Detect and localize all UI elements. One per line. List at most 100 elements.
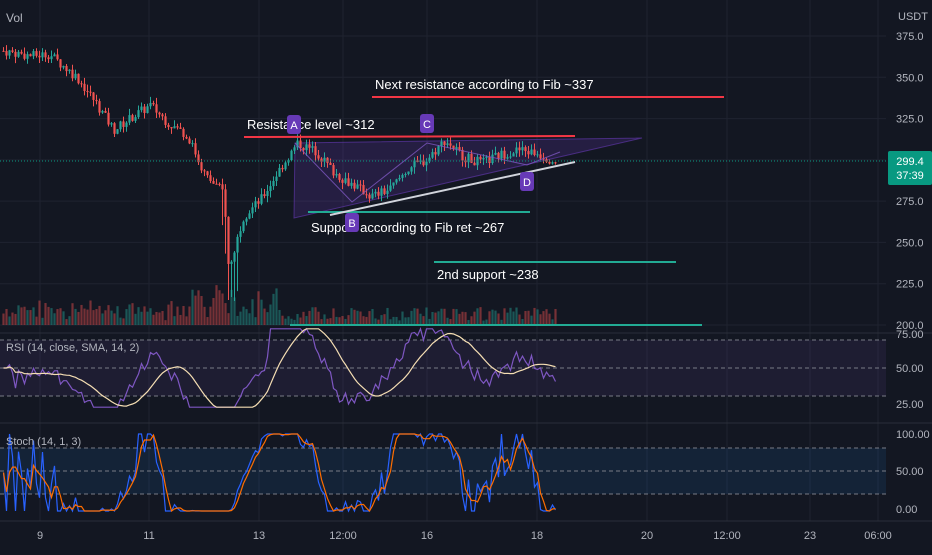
volume-bar — [218, 290, 221, 325]
candle-body — [2, 50, 5, 52]
volume-bar — [92, 310, 95, 325]
candle-body — [473, 162, 476, 166]
volume-bar — [524, 311, 527, 325]
candle-body — [500, 150, 503, 159]
candle-body — [212, 180, 215, 184]
candle-body — [14, 51, 17, 57]
volume-bar — [419, 313, 422, 325]
volume-bar — [155, 311, 158, 325]
candle-body — [254, 201, 257, 208]
candle-body — [314, 146, 317, 156]
second-support-text: 2nd support ~238 — [437, 267, 539, 282]
volume-bar — [167, 304, 170, 325]
volume-bar — [362, 316, 365, 325]
time-tick-label: 06:00 — [864, 530, 892, 542]
volume-bar — [299, 317, 302, 325]
resistance-text: Resistance level ~312 — [247, 117, 375, 132]
candle-body — [152, 102, 155, 105]
volume-bar — [332, 308, 335, 325]
volume-bar — [392, 316, 395, 325]
volume-bar — [296, 313, 299, 325]
candle-body — [155, 104, 158, 113]
volume-bar — [305, 316, 308, 325]
volume-bar — [530, 315, 533, 325]
volume-bar — [140, 311, 143, 325]
candle-body — [92, 92, 95, 100]
volume-bar — [128, 304, 131, 325]
candle-body — [140, 106, 143, 111]
volume-bar — [464, 312, 467, 325]
candle-body — [437, 146, 440, 155]
stoch-tick-50: 50.00 — [896, 466, 924, 478]
rsi-tick-50: 50.00 — [896, 363, 924, 375]
volume-bar — [449, 319, 452, 325]
volume-bar — [35, 316, 38, 325]
candle-body — [281, 167, 284, 170]
volume-bar — [482, 320, 485, 325]
volume-bar — [350, 308, 353, 325]
volume-bar — [434, 312, 437, 325]
candle-body — [356, 184, 359, 189]
time-axis[interactable]: 9 11 13 12:00 16 18 20 12:00 23 06:00 — [37, 530, 892, 542]
candle-body — [470, 153, 473, 163]
candle-body — [509, 156, 512, 158]
volume-bar — [266, 312, 269, 325]
volume-bar — [44, 303, 47, 325]
candle-body — [554, 162, 557, 164]
volume-bar — [548, 313, 551, 325]
rsi-tick-75: 75.00 — [896, 329, 924, 341]
volume-bar — [470, 316, 473, 325]
candle-body — [197, 154, 200, 163]
volume-bar — [431, 311, 434, 325]
point-label-c: C — [420, 114, 434, 133]
volume-bar — [389, 319, 392, 325]
volume-bar — [518, 314, 521, 325]
volume-bar — [62, 311, 65, 325]
volume-bar — [68, 316, 71, 325]
candle-body — [368, 194, 371, 199]
volume-bar — [41, 317, 44, 325]
candle-body — [59, 59, 62, 68]
volume-bar — [542, 311, 545, 325]
volume-bar — [401, 311, 404, 325]
candle-body — [200, 162, 203, 171]
volume-bar — [149, 308, 152, 325]
rsi-label: RSI (14, close, SMA, 14, 2) — [6, 342, 139, 354]
volume-bar — [335, 316, 338, 325]
volume-bar — [395, 316, 398, 325]
volume-bar — [428, 318, 431, 325]
volume-bar — [359, 311, 362, 325]
candle-body — [179, 127, 182, 129]
svg-text:D: D — [523, 177, 531, 189]
price-tick-label: 325.0 — [896, 114, 924, 126]
candle-body — [275, 176, 278, 181]
volume-bar — [95, 309, 98, 325]
volume-bar — [2, 313, 5, 325]
candle-body — [392, 182, 395, 186]
volume-bar — [512, 311, 515, 325]
candle-body — [305, 144, 308, 151]
time-tick-label: 11 — [143, 530, 154, 542]
volume-bar — [446, 317, 449, 325]
candle-body — [260, 194, 263, 204]
candle-body — [272, 180, 275, 187]
rsi-line — [3, 326, 557, 408]
candle-body — [395, 179, 398, 183]
candle-body — [185, 136, 188, 139]
volume-bar — [212, 297, 215, 325]
candle-body — [38, 55, 41, 58]
rsi-tick-25: 25.00 — [896, 399, 924, 411]
rising-trendline — [329, 161, 576, 216]
volume-bar — [257, 291, 260, 325]
candle-body — [362, 185, 365, 195]
volume-bar — [38, 300, 41, 325]
volume-bar — [32, 307, 35, 325]
candle-body — [293, 147, 296, 151]
volume-bar — [494, 310, 497, 325]
candle-body — [95, 99, 98, 102]
candle-body — [41, 52, 44, 58]
volume-bar — [233, 297, 236, 325]
